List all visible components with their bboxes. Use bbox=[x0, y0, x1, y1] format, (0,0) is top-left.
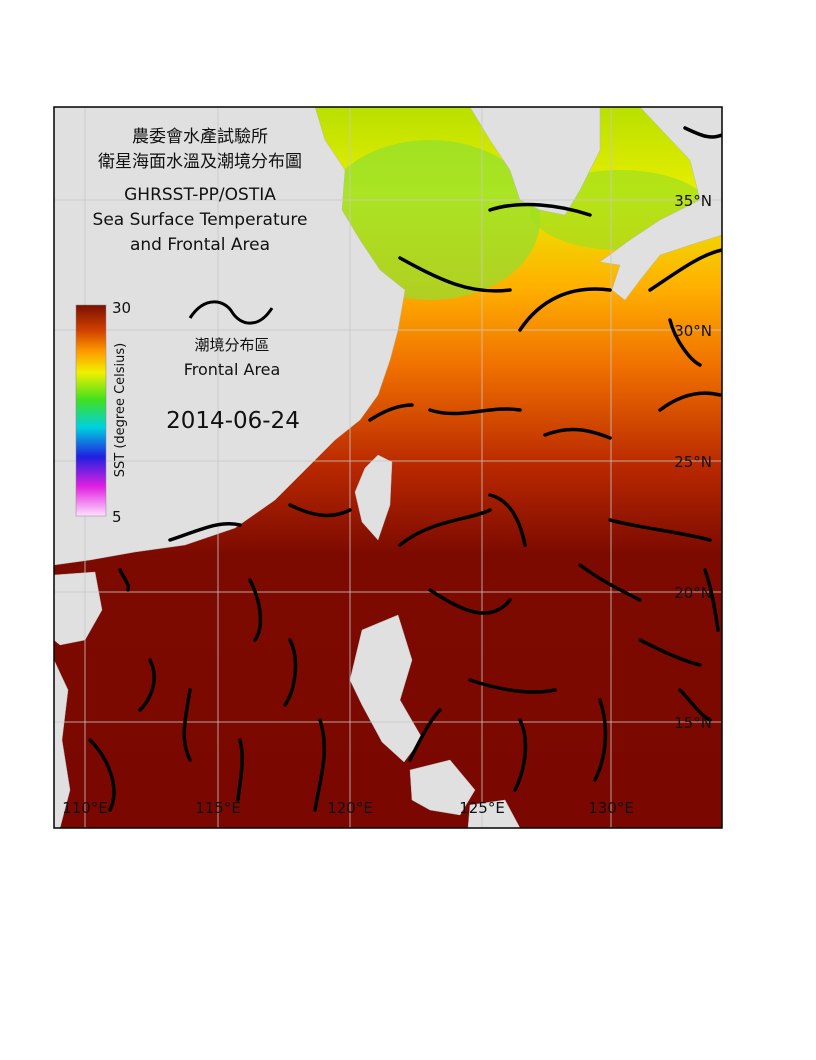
front bbox=[168, 521, 242, 542]
land-taiwan bbox=[354, 454, 393, 541]
fronts bbox=[88, 126, 722, 812]
front bbox=[468, 678, 557, 694]
colorbar-min: 5 bbox=[112, 508, 122, 526]
front bbox=[182, 688, 192, 762]
front bbox=[543, 427, 612, 440]
title: 農委會水產試驗所 衛星海面水溫及潮境分布圖 GHRSST-PP/OSTIA Se… bbox=[93, 127, 308, 255]
front bbox=[683, 126, 722, 139]
front bbox=[88, 738, 116, 812]
longitude-labels: 110°E 115°E 120°E 125°E 130°E bbox=[62, 799, 634, 817]
front bbox=[118, 568, 131, 592]
land-visayas bbox=[409, 759, 476, 816]
latitude-label: 15°N bbox=[674, 714, 712, 732]
front bbox=[398, 508, 492, 547]
longitude-label: 110°E bbox=[62, 799, 108, 817]
front-legend-label: 潮境分布區 bbox=[194, 336, 269, 354]
front bbox=[236, 738, 244, 802]
colorbar-label: SST (degree Celsius) bbox=[113, 343, 128, 478]
land-indochina bbox=[54, 659, 71, 828]
latitude-label: 20°N bbox=[674, 584, 712, 602]
front bbox=[368, 403, 414, 422]
front bbox=[313, 718, 327, 812]
title-line: 衛星海面水溫及潮境分布圖 bbox=[98, 152, 302, 172]
longitude-label: 115°E bbox=[195, 799, 241, 817]
front bbox=[658, 391, 722, 412]
title-line: and Frontal Area bbox=[130, 235, 270, 255]
front bbox=[648, 248, 722, 292]
front bbox=[283, 638, 298, 707]
front bbox=[138, 658, 156, 712]
front bbox=[288, 503, 352, 518]
front bbox=[398, 256, 512, 293]
longitude-label: 120°E bbox=[327, 799, 373, 817]
front bbox=[668, 318, 702, 367]
land-korea bbox=[469, 107, 601, 216]
map-frame bbox=[53, 106, 723, 829]
front bbox=[428, 407, 522, 416]
front-legend-label: Frontal Area bbox=[184, 360, 281, 379]
date: 2014-06-24 bbox=[166, 408, 300, 434]
land-luzon bbox=[349, 614, 423, 763]
land-japan bbox=[599, 107, 722, 301]
latitude-label: 35°N bbox=[674, 192, 712, 210]
title-line: 農委會水產試驗所 bbox=[132, 127, 268, 147]
latitude-label: 25°N bbox=[674, 453, 712, 471]
title-line: GHRSST-PP/OSTIA bbox=[124, 185, 276, 205]
latitude-label: 30°N bbox=[674, 322, 712, 340]
colorbar-max: 30 bbox=[112, 299, 131, 317]
front bbox=[488, 202, 592, 217]
front bbox=[678, 688, 712, 722]
colorbar bbox=[75, 304, 107, 517]
land-china bbox=[54, 107, 406, 566]
front bbox=[608, 518, 712, 542]
map bbox=[54, 107, 722, 828]
front bbox=[703, 568, 720, 632]
front bbox=[593, 698, 608, 782]
title-line: Sea Surface Temperature bbox=[93, 210, 308, 230]
grid bbox=[54, 107, 722, 828]
front-legend-line bbox=[188, 300, 274, 325]
cool-water bbox=[320, 140, 540, 300]
front bbox=[488, 493, 527, 547]
front bbox=[518, 287, 612, 332]
front bbox=[578, 563, 642, 602]
front bbox=[248, 578, 263, 642]
front bbox=[408, 708, 442, 762]
land-mindanao bbox=[467, 799, 521, 828]
longitude-label: 130°E bbox=[588, 799, 634, 817]
front bbox=[513, 718, 528, 792]
front bbox=[428, 588, 512, 615]
latitude-labels: 35°N 30°N 25°N 20°N 15°N bbox=[674, 192, 712, 732]
front bbox=[638, 638, 702, 667]
longitude-label: 125°E bbox=[459, 799, 505, 817]
